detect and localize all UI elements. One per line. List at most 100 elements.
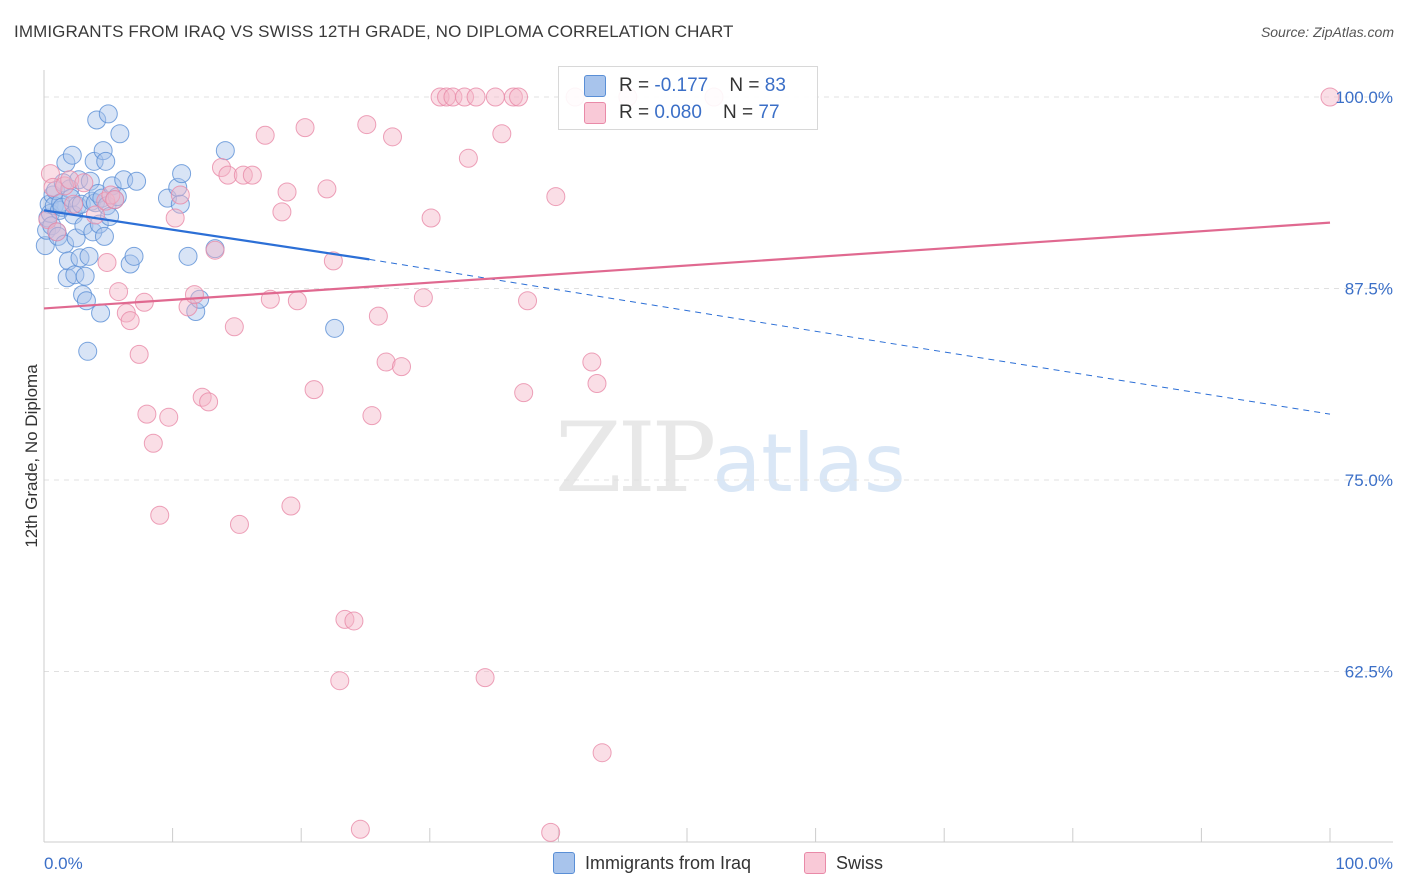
iraq-point-34 [79,246,99,266]
y-axis-label: 12th Grade, No Diploma [22,364,41,548]
swiss-point-49 [357,115,377,135]
iraq-point-37 [83,222,103,242]
swiss-point-65 [492,124,512,144]
y-tick-label: 100.0% [1335,88,1393,107]
swiss-point-63 [475,668,495,688]
swiss-point-69 [518,291,538,311]
y-tick-label: 62.5% [1345,663,1393,682]
swiss-point-3 [47,222,67,242]
watermark: ZIPatlas [555,402,906,514]
swiss-point-36 [260,289,280,309]
axes [43,70,1393,843]
bottom-legend-iraq[interactable]: Immigrants from Iraq [553,852,751,874]
legend-n-label-swiss: N = [723,102,759,123]
swiss-point-50 [362,406,382,426]
swiss-point-66 [503,87,523,107]
swiss-point-20 [150,505,170,525]
swiss-point-70 [541,822,561,842]
bottom-swatch-iraq [553,852,575,874]
swiss-point-55 [413,288,433,308]
legend-swatch-iraq [584,75,606,97]
iraq-point-40 [87,110,107,130]
iraq-point-68 [325,318,345,338]
iraq-point-35 [80,171,100,191]
swiss-point-61 [458,148,478,168]
swiss-point-51 [368,306,388,326]
iraq-point-28 [71,194,91,214]
legend-r-value-swiss: 0.080 [654,102,702,123]
swiss-point-19 [143,433,163,453]
swiss-point-56 [421,208,441,228]
swiss-point-23 [170,185,190,205]
iraq-point-47 [96,151,116,171]
swiss-point-40 [287,291,307,311]
legend-r-label-swiss: R = [619,102,655,123]
swiss-point-54 [392,357,412,377]
bottom-swatch-swiss [804,852,826,874]
swiss-point-41 [295,118,315,138]
swiss-point-68 [514,383,534,403]
swiss-point-78 [1320,87,1340,107]
iraq-point-49 [98,104,118,124]
bottom-legend-label-swiss: Swiss [836,852,884,873]
iraq-point-63 [178,246,198,266]
iraq-point-0 [35,236,55,256]
watermark-atlas: atlas [712,417,906,510]
legend-r-value-iraq: -0.177 [654,75,709,96]
trend-lines [43,209,1331,415]
iraq-point-62 [172,164,192,184]
swiss-point-22 [165,208,185,228]
iraq-trend-extension [369,258,1331,415]
iraq-point-54 [110,124,130,144]
iraq-point-43 [91,303,111,323]
x-tick-label-max: 100.0% [1335,854,1393,873]
bottom-legend-swiss[interactable]: Swiss [804,852,883,874]
iraq-point-24 [66,228,86,248]
legend-row-swiss: R = 0.080 N = 77 [584,100,780,126]
bottom-legend-label-iraq: Immigrants from Iraq [585,852,752,873]
swiss-point-52 [376,352,396,372]
iraq-point-21 [62,145,82,165]
source-label: Source: ZipAtlas.com [1260,24,1394,40]
swiss-point-27 [199,392,219,412]
swiss-point-67 [509,87,529,107]
swiss-point-59 [443,87,463,107]
swiss-point-35 [255,125,275,145]
iraq-point-57 [124,246,144,266]
legend-n-value-iraq: 83 [764,75,786,96]
iraq-point-46 [94,226,114,246]
swiss-point-42 [304,380,324,400]
y-tick-label: 87.5% [1345,280,1393,299]
swiss-point-48 [350,819,370,839]
swiss-point-43 [317,179,337,199]
axis-labels: 62.5% 75.0% 87.5% 100.0% 0.0% 100.0% 12th Grad… [22,88,1393,873]
swiss-point-45 [330,671,350,691]
swiss-point-5 [60,170,80,190]
swiss-point-30 [218,165,238,185]
iraq-trend-line [43,209,370,261]
swiss-point-28 [205,240,225,260]
swiss-point-62 [466,87,486,107]
swiss-point-6 [64,194,84,214]
legend-swatch-swiss [584,102,606,124]
swiss-point-73 [582,352,602,372]
swiss-point-60 [455,87,475,107]
bottom-legend: Immigrants from Iraq Swiss [0,852,1406,878]
swiss-point-13 [109,282,129,302]
swiss-point-25 [184,285,204,305]
swiss-point-64 [485,87,505,107]
swiss-points [38,87,1340,842]
x-tick-label-min: 0.0% [44,854,83,873]
swiss-point-53 [383,127,403,147]
swiss-point-47 [344,611,364,631]
swiss-point-37 [272,202,292,222]
legend-n-value-swiss: 77 [758,102,780,123]
swiss-point-11 [105,190,125,210]
swiss-point-7 [74,173,94,193]
swiss-point-32 [229,514,249,534]
chart-title: IMMIGRANTS FROM IRAQ VS SWISS 12TH GRADE… [14,22,734,41]
swiss-point-18 [137,404,157,424]
legend-n-label-iraq: N = [729,75,765,96]
iraq-point-58 [127,171,147,191]
